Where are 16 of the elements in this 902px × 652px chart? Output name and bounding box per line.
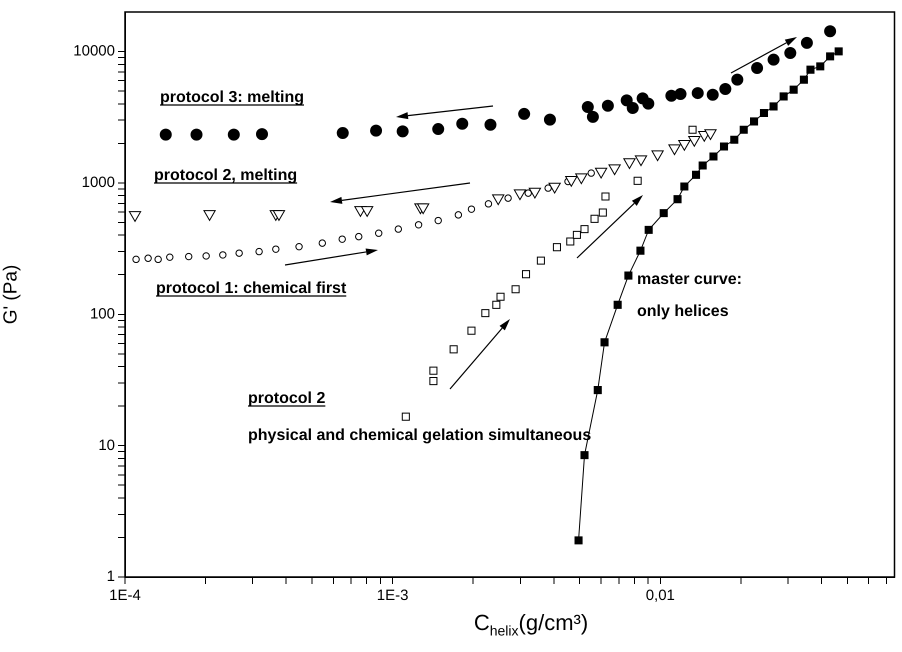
series-label: master curve:	[637, 271, 742, 288]
annotation: only helices	[637, 303, 729, 320]
y-tick-label: 100	[90, 305, 115, 322]
series-label: protocol 3: melting	[160, 89, 304, 106]
x-tick-label: 1E-3	[376, 587, 408, 604]
x-tick-label: 0,01	[646, 587, 675, 604]
x-tick-label: 1E-4	[109, 587, 141, 604]
series-label: protocol 1: chemical first	[156, 280, 347, 297]
annotation: protocol 2	[248, 390, 326, 407]
y-tick-label: 1000	[82, 174, 115, 192]
x-axis-title: C$_{helix}$(g/cm³)	[474, 610, 588, 638]
series-label: protocol 2, melting	[154, 167, 298, 184]
y-tick-label: 10000	[73, 42, 115, 60]
y-axis-title: G' (Pa)	[0, 264, 22, 324]
y-tick-label: 10	[98, 436, 115, 454]
y-tick-label: 1	[106, 568, 115, 586]
